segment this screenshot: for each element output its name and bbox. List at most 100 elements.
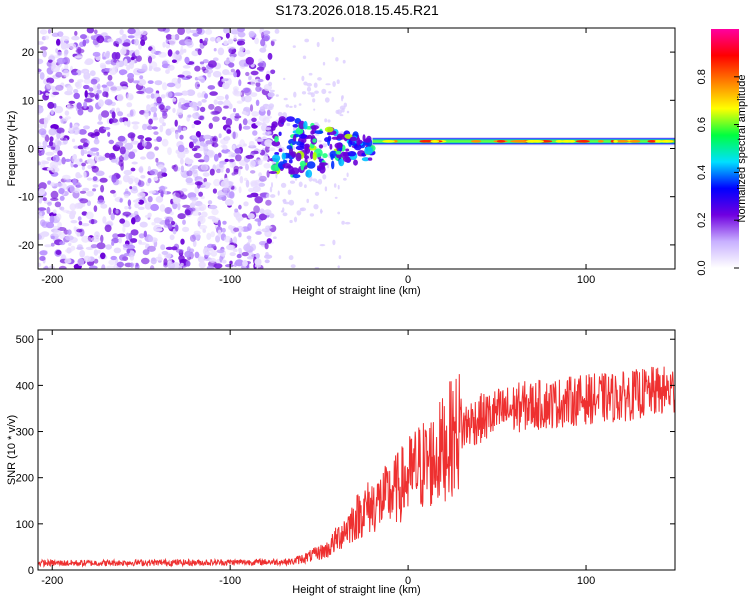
noise-speckle — [45, 221, 55, 229]
noise-speckle — [138, 233, 145, 239]
noise-speckle — [38, 41, 44, 45]
noise-speckle — [166, 82, 176, 88]
noise-speckle — [138, 68, 147, 72]
noise-speckle — [96, 35, 105, 44]
noise-speckle — [247, 223, 252, 231]
noise-speckle — [293, 216, 298, 223]
noise-speckle — [271, 182, 273, 188]
noise-speckle — [73, 145, 79, 149]
noise-speckle — [170, 220, 176, 226]
noise-speckle — [162, 41, 166, 48]
noise-speckle — [81, 235, 90, 243]
noise-speckle — [255, 86, 262, 92]
noise-speckle — [327, 119, 331, 123]
noise-speckle — [217, 152, 222, 158]
noise-speckle — [224, 59, 230, 65]
noise-speckle — [197, 159, 206, 163]
noise-speckle — [165, 216, 174, 223]
noise-speckle — [321, 88, 327, 95]
noise-speckle — [223, 235, 232, 243]
transition-blob — [334, 142, 343, 149]
noise-speckle — [242, 118, 248, 126]
noise-speckle — [71, 72, 78, 76]
noise-speckle — [90, 244, 98, 249]
noise-speckle — [86, 200, 91, 207]
noise-speckle — [232, 86, 239, 92]
noise-speckle — [255, 138, 264, 142]
noise-speckle — [97, 249, 101, 254]
noise-speckle — [93, 205, 98, 213]
noise-speckle — [248, 251, 255, 259]
noise-speckle — [242, 260, 248, 267]
noise-speckle — [235, 154, 242, 162]
noise-speckle — [210, 231, 215, 238]
noise-speckle — [182, 204, 191, 208]
noise-speckle — [224, 158, 229, 162]
noise-speckle — [80, 34, 87, 40]
noise-speckle — [303, 81, 308, 86]
noise-speckle — [189, 101, 198, 108]
carrier-peak — [613, 139, 618, 143]
noise-speckle — [77, 258, 85, 267]
noise-speckle — [206, 232, 212, 240]
noise-speckle — [191, 200, 197, 205]
noise-speckle — [115, 209, 119, 214]
noise-speckle — [169, 127, 176, 133]
noise-speckle — [193, 152, 202, 159]
noise-speckle — [108, 207, 112, 216]
snr-series-line — [38, 366, 675, 568]
noise-speckle — [280, 182, 287, 188]
noise-speckle — [234, 208, 239, 213]
noise-speckle — [189, 29, 198, 34]
carrier-peak — [597, 139, 604, 143]
noise-speckle — [293, 91, 297, 98]
noise-speckle — [38, 207, 47, 211]
noise-speckle — [89, 70, 96, 77]
noise-speckle — [182, 226, 190, 233]
noise-speckle — [227, 38, 234, 45]
noise-speckle — [238, 232, 242, 238]
noise-speckle — [285, 104, 290, 108]
noise-speckle — [255, 253, 260, 259]
noise-speckle — [179, 49, 184, 55]
transition-blob — [356, 136, 361, 146]
noise-speckle — [105, 244, 112, 250]
noise-speckle — [126, 93, 134, 101]
noise-speckle — [175, 248, 184, 253]
noise-speckle — [318, 140, 322, 143]
noise-speckle — [66, 229, 72, 235]
noise-speckle — [62, 69, 70, 78]
noise-speckle — [146, 151, 155, 160]
noise-speckle — [52, 225, 60, 230]
noise-speckle — [76, 102, 82, 110]
transition-blob — [288, 159, 293, 164]
noise-speckle — [73, 92, 80, 100]
noise-speckle — [258, 172, 262, 178]
noise-speckle — [147, 196, 153, 203]
noise-speckle — [249, 160, 256, 168]
noise-speckle — [255, 99, 260, 107]
noise-speckle — [258, 213, 267, 221]
noise-speckle — [119, 218, 126, 224]
noise-speckle — [155, 196, 164, 203]
noise-speckle — [57, 140, 62, 147]
noise-speckle — [50, 146, 56, 150]
noise-speckle — [147, 245, 156, 252]
noise-speckle — [199, 61, 205, 65]
noise-speckle — [324, 186, 328, 192]
noise-speckle — [180, 165, 185, 173]
noise-speckle — [52, 154, 60, 163]
noise-speckle — [167, 147, 172, 156]
noise-speckle — [209, 257, 217, 263]
noise-speckle — [171, 246, 178, 251]
x-tick-label: 100 — [577, 575, 595, 587]
noise-speckle — [153, 176, 159, 181]
noise-speckle — [67, 43, 77, 50]
noise-speckle — [282, 207, 285, 213]
noise-speckle — [208, 122, 213, 129]
noise-speckle — [119, 117, 123, 123]
noise-speckle — [201, 99, 207, 103]
noise-speckle — [236, 253, 242, 259]
noise-speckle — [83, 125, 90, 130]
noise-speckle — [212, 70, 222, 78]
